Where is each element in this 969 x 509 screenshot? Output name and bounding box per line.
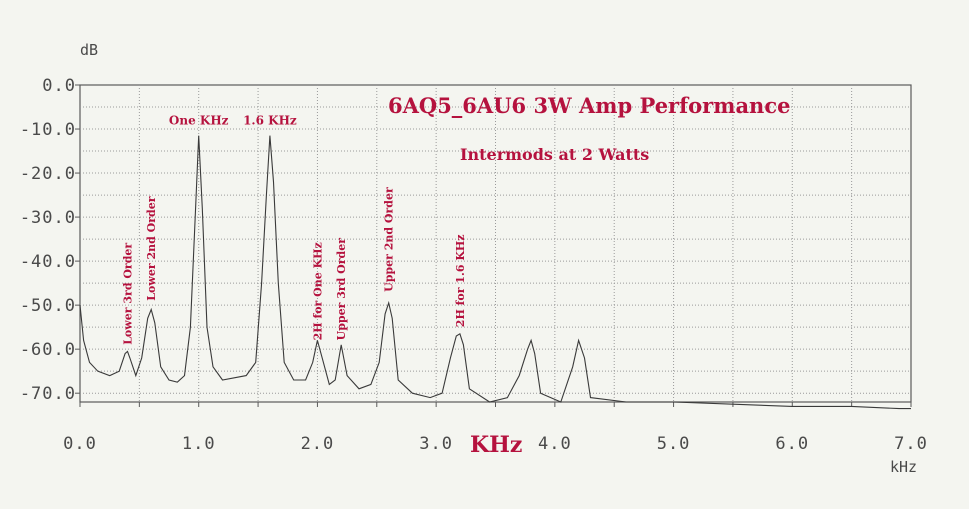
grid <box>75 84 912 407</box>
x-axis-title: KHz <box>470 432 522 458</box>
peak-annotation: Lower 3rd Order <box>122 243 135 345</box>
spectrum-trace <box>79 135 911 410</box>
peak-annotations: One KHz 1.6 KHz Lower 3rd Order Lower 2nd O… <box>122 114 467 345</box>
x-tick-label: 5.0 <box>657 434 691 454</box>
y-tick-label: -30.0 <box>20 208 76 228</box>
y-tick-label: -70.0 <box>20 384 76 404</box>
y-tick-label: -60.0 <box>20 340 76 360</box>
x-tick-label: 3.0 <box>419 434 453 454</box>
chart-title: 6AQ5_6AU6 3W Amp Performance <box>388 93 790 118</box>
y-tick-label: -10.0 <box>20 120 76 140</box>
chart-subtitle: Intermods at 2 Watts <box>460 145 649 164</box>
y-unit-label: dB <box>80 41 98 59</box>
x-tick-label: 0.0 <box>63 434 97 454</box>
y-tick-label: -40.0 <box>20 252 76 272</box>
y-tick-label: 0.0 <box>42 76 76 96</box>
peak-annotation: Lower 2nd Order <box>145 196 158 300</box>
peak-annotation: 1.6 KHz <box>243 114 297 128</box>
y-tick-label: -20.0 <box>20 164 76 184</box>
tick-labels: 0.0 1.0 2.0 3.0 4.0 5.0 6.0 7.0 0.0 -10.0 -20.0 -30… <box>20 76 928 454</box>
y-tick-label: -50.0 <box>20 296 76 316</box>
x-unit-label: kHz <box>890 458 917 476</box>
peak-annotation: 2H for One KHz <box>311 242 324 340</box>
peak-annotation: Upper 3rd Order <box>335 238 348 341</box>
peak-annotation: Upper 2nd Order <box>383 187 396 292</box>
plot-frame <box>79 84 912 403</box>
x-tick-label: 7.0 <box>894 434 928 454</box>
peak-annotation: 2H for 1.6 KHz <box>454 234 467 327</box>
x-tick-label: 4.0 <box>538 434 572 454</box>
x-tick-label: 2.0 <box>301 434 335 454</box>
x-tick-label: 1.0 <box>182 434 216 454</box>
x-tick-label: 6.0 <box>775 434 809 454</box>
peak-annotation: One KHz <box>169 114 229 128</box>
